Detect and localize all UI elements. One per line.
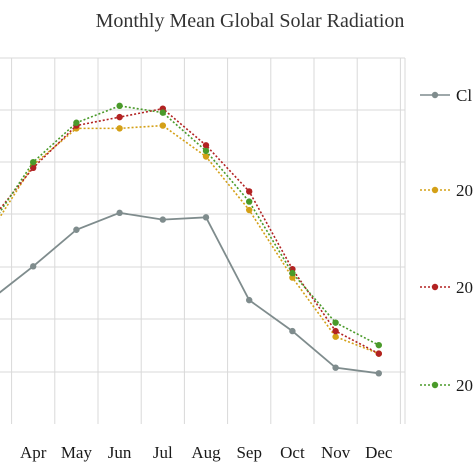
series-1: [0, 122, 382, 357]
data-point: [202, 142, 210, 149]
legend: Cl 20 20 20: [420, 86, 473, 395]
data-point: [375, 350, 382, 357]
chart-title: Monthly Mean Global Solar Radiation: [96, 10, 405, 32]
x-tick-label: Jul: [153, 443, 173, 462]
x-tick-label: Sep: [236, 443, 262, 462]
x-tick-label: Oct: [280, 443, 305, 462]
series-line: [0, 107, 380, 355]
series-layer: [0, 102, 382, 377]
data-point: [116, 209, 123, 217]
series-3: [0, 102, 382, 349]
data-point: [116, 102, 123, 110]
data-point: [332, 327, 339, 335]
data-point: [30, 158, 37, 166]
data-point: [159, 122, 166, 129]
legend-label: 20: [456, 376, 473, 395]
x-tick-label: May: [61, 443, 93, 462]
data-point: [289, 269, 296, 277]
legend-marker: [431, 283, 439, 291]
data-point: [73, 226, 80, 233]
data-point: [375, 370, 382, 377]
series-line: [0, 105, 380, 346]
legend-label: 20: [456, 181, 473, 200]
x-tick-labels: arAprMayJunJulAugSepOctNovDec: [20, 443, 393, 462]
data-point: [202, 147, 210, 155]
data-point: [332, 319, 339, 326]
legend-label: 20: [456, 278, 473, 297]
series-0: [0, 209, 382, 377]
data-point: [202, 153, 210, 160]
legend-marker: [431, 381, 439, 389]
data-point: [246, 198, 253, 205]
data-point: [202, 214, 210, 221]
gridlines: [0, 57, 406, 424]
x-tick-label: Dec: [365, 443, 393, 462]
data-point: [332, 364, 339, 371]
legend-marker: [431, 91, 439, 99]
data-point: [289, 327, 296, 335]
data-point: [246, 188, 253, 195]
x-tick-label: Nov: [321, 443, 351, 462]
legend-label: Cl: [456, 86, 472, 105]
data-point: [116, 125, 123, 132]
data-point: [159, 109, 166, 116]
data-point: [332, 333, 339, 340]
legend-marker: [431, 186, 439, 194]
x-tick-label: Aug: [191, 443, 221, 462]
data-point: [116, 113, 123, 121]
x-tick-label: Jun: [108, 443, 132, 462]
data-point: [30, 164, 37, 171]
x-tick-label: Apr: [20, 443, 47, 462]
data-point: [375, 341, 382, 349]
data-point: [30, 263, 37, 270]
data-point: [246, 206, 253, 214]
data-point: [246, 296, 253, 304]
series-line: [0, 124, 380, 355]
series-line: [0, 211, 379, 375]
data-point: [159, 216, 166, 223]
data-point: [73, 119, 80, 126]
